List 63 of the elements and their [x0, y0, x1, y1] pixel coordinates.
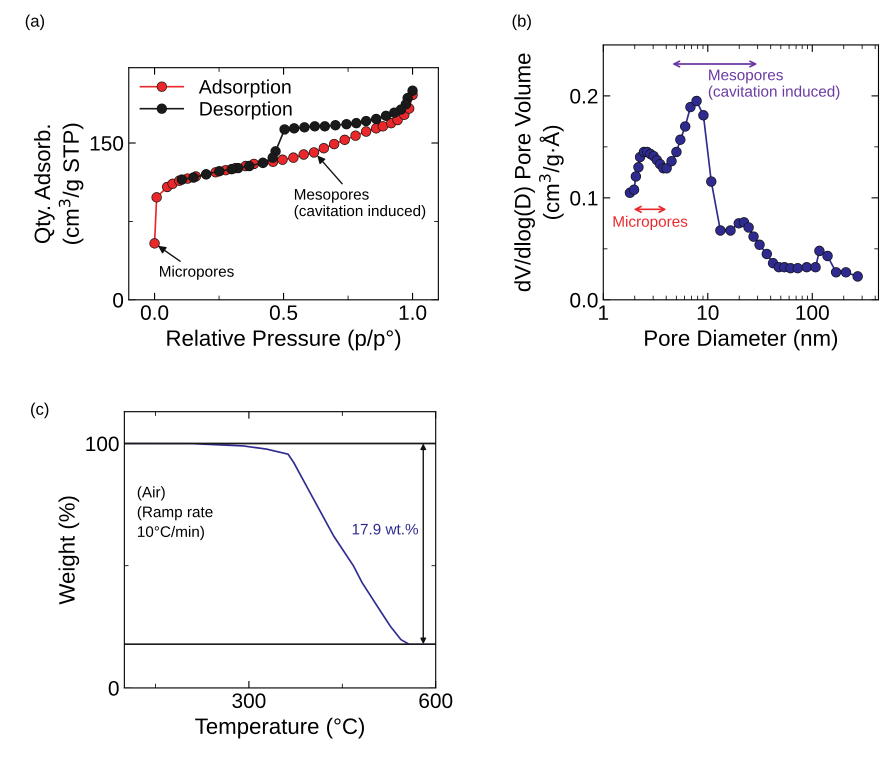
point [268, 152, 278, 163]
x-tick-label: 0.5 [270, 305, 298, 320]
x-tick-label: 10 [698, 305, 719, 320]
x-axis-title: Relative Pressure (p/p°) [167, 330, 400, 350]
point [308, 147, 320, 158]
x-tick-label: 1.0 [400, 305, 426, 320]
y-axis-title: dV/dlog(D) Pore Volume (cm$^{3}$/g·Å) [514, 54, 564, 292]
x-axis-title: Temperature (°C) [195, 718, 364, 738]
chart-title: (b) [512, 14, 531, 30]
point [380, 110, 392, 122]
annotation: Micropores [614, 216, 688, 230]
point [407, 86, 418, 96]
point [318, 143, 330, 154]
x-axis-title: Pore Diameter (nm) [645, 330, 838, 350]
y-axis-title: Qty. Adsorb. (cm$^{3}$/g STP) [34, 124, 84, 244]
point [341, 118, 352, 130]
point [328, 138, 340, 150]
point [279, 124, 290, 135]
x-tick-label: 300 [232, 693, 266, 708]
point [298, 149, 309, 160]
chart-title: (c) [31, 402, 48, 418]
point [299, 122, 310, 133]
point [360, 116, 372, 126]
annotation: Mesopores (cavitation induced) [294, 189, 426, 220]
point [330, 120, 341, 130]
y-axis-title: Weight (%) [58, 496, 80, 604]
point [360, 126, 372, 137]
y-tick-label: 0.2 [570, 88, 598, 104]
y-tick-label: 0.0 [570, 292, 598, 308]
annotation: 17.9 wt.% [352, 524, 418, 535]
point [320, 121, 330, 132]
point [188, 172, 199, 183]
point [288, 123, 300, 134]
point [226, 164, 237, 174]
point [149, 238, 160, 249]
y-tick-label: 0 [113, 292, 124, 308]
point [350, 130, 361, 141]
point [214, 166, 225, 176]
x-tick-label: 1 [599, 305, 608, 320]
point [151, 192, 162, 203]
y-tick-label: 0.1 [570, 190, 598, 206]
legend-label: Desorption [200, 101, 292, 120]
annotation: Micropores [160, 266, 234, 280]
x-tick-label: 100 [796, 305, 829, 320]
point [277, 154, 288, 165]
point [370, 114, 382, 124]
annotation: (Air) (Ramp rate 10°C/min) [138, 486, 213, 540]
point [176, 174, 188, 185]
x-tick-label: 600 [419, 693, 452, 708]
point [288, 152, 299, 163]
point [244, 160, 254, 172]
x-tick-label: 0.0 [140, 305, 168, 320]
y-tick-label: 0 [108, 680, 119, 696]
chart-title: (a) [26, 14, 44, 30]
point [389, 107, 400, 118]
annotation: Mesopores (cavitation induced) [708, 70, 840, 100]
point [339, 134, 350, 146]
y-tick-label: 150 [90, 136, 124, 151]
point [351, 118, 362, 128]
point [310, 121, 320, 132]
point [378, 121, 388, 132]
y-tick-label: 100 [86, 436, 119, 452]
legend-label: Adsorption [198, 79, 290, 98]
